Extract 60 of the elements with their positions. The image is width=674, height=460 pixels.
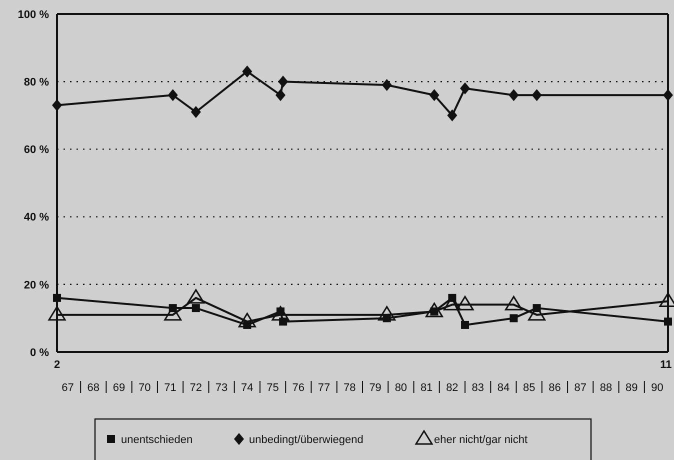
- x-tick-label: 73: [215, 382, 228, 394]
- x-tick-label: 80: [394, 382, 408, 394]
- x-tick-label: 75: [266, 382, 279, 394]
- x-tick-label: 87: [574, 382, 586, 394]
- point: [278, 76, 288, 88]
- point: [663, 89, 673, 102]
- point: [447, 109, 458, 122]
- text: 2: [54, 359, 60, 371]
- x-tick-label: 85: [522, 382, 536, 394]
- x-tick-label: 67: [62, 382, 74, 394]
- point: [238, 312, 256, 328]
- point: [48, 306, 66, 321]
- y-tick-label: 20 %: [24, 279, 50, 292]
- x-tick-label: 70: [138, 382, 151, 394]
- legend-label: unentschieden: [121, 434, 193, 446]
- point: [456, 296, 474, 310]
- x-tick-label: 74: [241, 382, 254, 394]
- x-tick-label: 88: [600, 382, 612, 394]
- x-tick-label: 79: [369, 382, 382, 394]
- point: [461, 320, 470, 329]
- x-tick-label: 78: [344, 382, 356, 394]
- point: [664, 318, 672, 326]
- point: [168, 89, 178, 102]
- point: [460, 82, 470, 94]
- point: [426, 302, 444, 318]
- point: [532, 89, 542, 102]
- point: [52, 99, 62, 112]
- x-tick-label: 81: [420, 382, 433, 394]
- point: [382, 78, 392, 91]
- point: [504, 296, 522, 310]
- legend-label: unbedingt/überwiegend: [249, 434, 364, 446]
- point: [192, 304, 200, 312]
- text: 11: [660, 359, 672, 371]
- x-tick-label: 86: [548, 382, 561, 394]
- y-tick-label: 0 %: [30, 346, 50, 359]
- y-tick-label: 40 %: [24, 212, 50, 224]
- x-tick-label: 69: [112, 382, 126, 394]
- x-tick-label: 83: [472, 382, 484, 394]
- point: [190, 106, 201, 118]
- x-tick-label: 72: [190, 382, 202, 394]
- x-tick-label: 71: [164, 382, 176, 394]
- x-tick-label: 77: [318, 382, 330, 394]
- legend-label: eher nicht/gar nicht: [434, 434, 528, 446]
- point: [510, 314, 518, 322]
- point: [275, 89, 286, 102]
- point: [53, 294, 61, 302]
- x-tick-label: 76: [292, 382, 305, 394]
- x-tick-label: 89: [625, 382, 638, 394]
- point: [508, 89, 519, 102]
- point: [242, 65, 252, 78]
- point: [187, 289, 205, 304]
- y-tick-label: 60 %: [24, 144, 50, 156]
- x-tick-label: 84: [497, 382, 510, 394]
- point: [378, 306, 396, 321]
- y-tick-label: 100 %: [18, 8, 50, 21]
- x-tick-label: 82: [446, 382, 458, 394]
- x-tick-label: 90: [651, 382, 664, 394]
- point: [429, 89, 440, 102]
- y-tick-label: 80 %: [24, 76, 50, 88]
- x-tick-label: 68: [87, 382, 100, 394]
